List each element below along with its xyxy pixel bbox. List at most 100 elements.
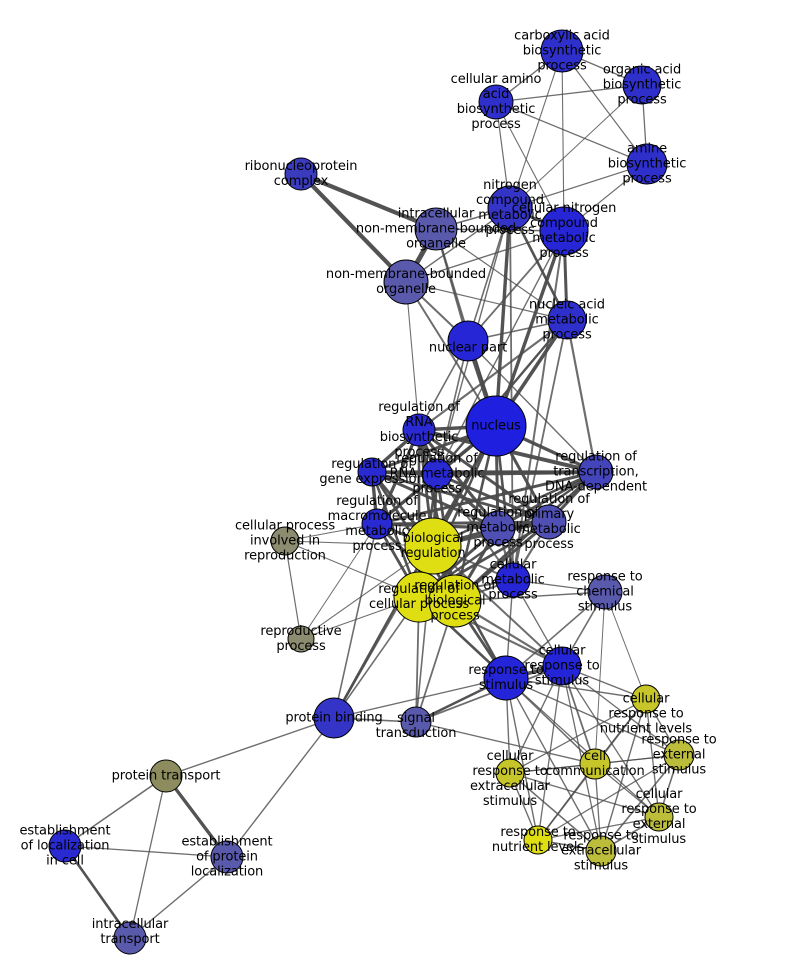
network-edge: [594, 591, 606, 765]
network-edge: [509, 163, 648, 209]
network-edge: [431, 470, 598, 548]
network-node-intracellular_non_membrane_bounded_organelle[interactable]: [414, 207, 458, 251]
network-edge: [509, 84, 643, 209]
network-edge: [375, 428, 421, 526]
network-node-organic_acid_biosynthetic_process[interactable]: [622, 65, 662, 105]
network-edge: [604, 591, 647, 700]
network-edge: [505, 677, 660, 818]
network-edge: [600, 698, 647, 852]
network-node-regulation_of_biological_process[interactable]: [428, 574, 482, 628]
network-edge: [496, 470, 598, 530]
network-edge: [405, 281, 420, 431]
network-node-cellular_amino_acid_biosynthetic_process[interactable]: [478, 84, 514, 120]
network-node-nucleic_acid_metabolic_process[interactable]: [547, 300, 587, 340]
network-node-response_to_external_stimulus[interactable]: [663, 739, 695, 771]
network-edge: [565, 318, 598, 474]
network-edge: [415, 665, 563, 723]
network-edge: [300, 523, 378, 640]
network-edge: [509, 50, 563, 209]
network-node-regulation_of_primary_metabolic_process[interactable]: [531, 504, 567, 540]
network-edge: [370, 470, 500, 530]
network-edge: [537, 816, 660, 841]
network-edge: [561, 665, 660, 818]
nodes-layer[interactable]: [48, 29, 695, 955]
network-edge: [417, 428, 500, 530]
network-edge: [435, 228, 568, 321]
network-edge: [600, 754, 680, 852]
network-edge: [436, 340, 469, 475]
network-edge: [505, 677, 602, 852]
network-edge: [509, 698, 647, 774]
network-node-regulation_of_metabolic_process[interactable]: [480, 510, 516, 546]
network-node-cellular_response_to_external_stimulus[interactable]: [644, 802, 674, 832]
network-edge: [64, 845, 228, 858]
network-node-cellular_process_involved_in_reproduction[interactable]: [270, 526, 300, 556]
network-edge: [436, 230, 565, 475]
network-node-carboxylic_acid_biosynthetic_process[interactable]: [540, 29, 584, 73]
network-node-response_to_extracellular_stimulus[interactable]: [585, 835, 617, 867]
network-edge: [129, 856, 228, 939]
network-node-nuclear_part[interactable]: [447, 320, 489, 362]
network-edge: [561, 50, 648, 165]
network-node-protein_binding[interactable]: [313, 697, 355, 739]
network-edge: [298, 171, 409, 285]
network-node-cellular_nitrogen_compound_metabolic_process[interactable]: [539, 206, 589, 256]
network-node-cellular_response_to_stimulus[interactable]: [542, 646, 582, 686]
network-node-cellular_metabolic_process[interactable]: [495, 562, 531, 598]
network-node-nitrogen_compound_metabolic_process[interactable]: [487, 185, 533, 231]
network-node-biological_regulation[interactable]: [404, 517, 462, 575]
network-edge: [284, 523, 378, 542]
network-node-regulation_of_gene_expression[interactable]: [357, 457, 387, 487]
network-node-response_to_stimulus[interactable]: [483, 655, 529, 701]
network-edge: [164, 774, 229, 859]
network-edge: [509, 772, 660, 818]
network-edge: [509, 665, 563, 774]
network-edge: [467, 340, 597, 473]
network-node-establishment_of_localization_in_cell[interactable]: [48, 829, 82, 863]
network-edge: [333, 677, 507, 719]
network-edge: [415, 721, 596, 765]
network-edge: [284, 540, 302, 640]
network-edge: [537, 763, 596, 841]
network-edge: [129, 775, 167, 939]
network-edge: [298, 171, 439, 232]
network-edge: [63, 844, 132, 940]
network-edge: [417, 428, 551, 524]
network-edge: [333, 523, 378, 719]
network-node-protein_transport[interactable]: [149, 759, 183, 793]
network-edge: [509, 772, 602, 852]
network-edge: [64, 775, 167, 847]
network-node-regulation_of_transcription_dna_dependent[interactable]: [578, 454, 614, 490]
network-node-nucleus[interactable]: [465, 395, 527, 457]
network-edge: [494, 206, 512, 428]
network-edge: [537, 754, 680, 841]
network-node-response_to_nutrient_levels[interactable]: [523, 825, 553, 855]
network-node-regulation_of_rna_biosynthetic_process[interactable]: [402, 413, 436, 447]
network-edge: [505, 677, 539, 841]
edges-layer: [63, 50, 680, 940]
network-edge: [405, 230, 565, 283]
network-edge: [370, 470, 551, 524]
network-edge: [561, 50, 565, 232]
network-node-cellular_response_to_extracellular_stimulus[interactable]: [495, 758, 525, 788]
network-edge: [226, 717, 335, 858]
network-node-intracellular_transport[interactable]: [113, 921, 147, 955]
network-node-non_membrane_bounded_organelle[interactable]: [383, 259, 429, 305]
network-edge: [561, 665, 680, 756]
network-node-regulation_of_rna_metabolic_process[interactable]: [421, 458, 453, 490]
network-edge: [495, 101, 648, 165]
network-node-signal_transduction[interactable]: [400, 706, 432, 738]
network-node-reproductive_process[interactable]: [287, 625, 315, 653]
network-node-amine_biosynthetic_process[interactable]: [626, 143, 668, 185]
network-node-establishment_of_protein_localization[interactable]: [210, 840, 244, 874]
network-node-response_to_chemical_stimulus[interactable]: [587, 574, 623, 610]
network-node-regulation_of_macromolecule_metabolic_process[interactable]: [361, 508, 393, 540]
network-node-cell_communication[interactable]: [579, 748, 611, 780]
network-edge: [405, 281, 568, 321]
network-node-cellular_response_to_nutrient_levels[interactable]: [631, 684, 661, 714]
network-node-ribonucleoprotein_complex[interactable]: [284, 157, 318, 191]
network-edge: [432, 545, 563, 667]
network-edge: [165, 717, 335, 777]
network-edge: [375, 520, 551, 526]
